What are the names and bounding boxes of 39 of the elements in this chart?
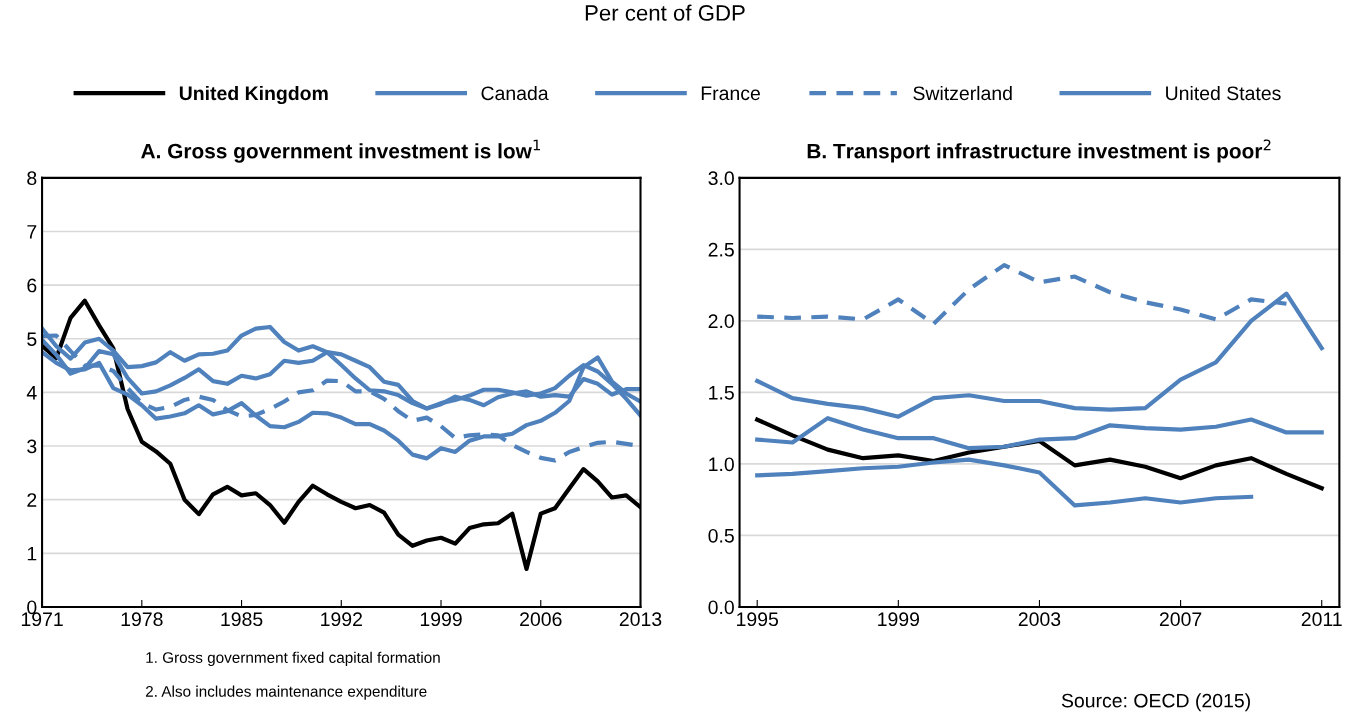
x-tick-label: 2007 — [1159, 612, 1202, 627]
legend-label: United Kingdom — [179, 85, 328, 105]
y-tick-label: 0.5 — [708, 528, 734, 543]
legend-label: France — [701, 86, 760, 101]
y-tick-label: 2.5 — [708, 242, 734, 257]
chart-title: B. Transport infrastructure investment is poor$^{2}$ — [807, 139, 1271, 163]
chart-title: A. Gross government investment is low$^{1}$ — [141, 139, 540, 163]
x-tick-label: 1999 — [878, 612, 920, 627]
y-tick-label: 3 — [27, 439, 37, 454]
y-tick-label: 4 — [26, 386, 37, 400]
x-tick-label: 1978 — [121, 612, 163, 627]
legend-label: Canada — [481, 85, 549, 101]
x-tick-label: 1995 — [737, 612, 779, 627]
x-tick-label: 1985 — [221, 612, 263, 627]
y-tick-label: 6 — [27, 278, 37, 293]
legend-label: United States — [1166, 85, 1281, 101]
text: 2. Also includes maintenance expenditure — [145, 685, 427, 700]
y-tick-label: 2 — [27, 493, 37, 507]
legend-label: Switzerland — [913, 85, 1012, 101]
line-series — [755, 416, 1324, 451]
y-tick-label: 0.0 — [708, 600, 734, 615]
y-tick-label: 8 — [27, 171, 37, 186]
y-tick-label: 3.0 — [708, 171, 734, 186]
x-tick-label: 1992 — [321, 612, 362, 627]
source-note: Source: OECD (2015) — [1061, 693, 1250, 712]
x-tick-label: 2011 — [1301, 612, 1342, 627]
text: Per cent of GDP — [585, 4, 745, 21]
x-tick-label: 1999 — [420, 612, 462, 627]
x-tick-label: 2006 — [520, 612, 562, 627]
y-tick-label: 7 — [27, 225, 37, 239]
x-tick-label: 2013 — [619, 612, 662, 627]
y-tick-label: 1 — [27, 546, 37, 561]
y-tick-label: 2.0 — [708, 314, 734, 329]
y-tick-label: 5 — [27, 332, 37, 346]
x-tick-label: 2003 — [1018, 612, 1061, 627]
line-series — [755, 457, 1254, 508]
y-tick-label: 1.0 — [709, 457, 734, 472]
text: 1. Gross government fixed capital formation — [146, 651, 440, 666]
y-tick-label: 1.5 — [709, 386, 734, 400]
